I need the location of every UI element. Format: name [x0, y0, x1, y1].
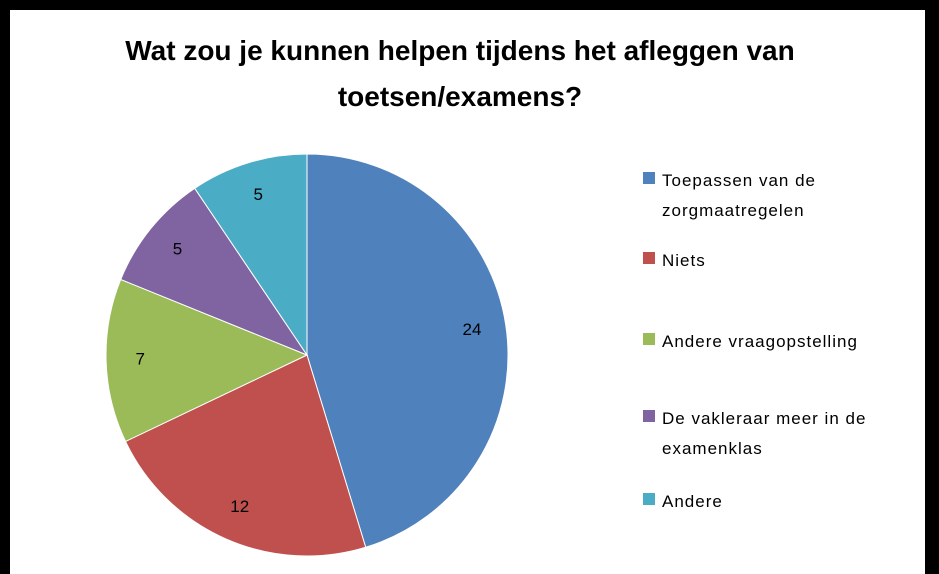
legend-swatch — [643, 493, 655, 505]
legend-label: Andere vraagopstelling — [662, 332, 858, 351]
legend-swatch — [643, 333, 655, 345]
pie-slice — [194, 153, 308, 357]
legend-item: Andere — [643, 487, 913, 517]
pie-slice — [124, 354, 367, 557]
legend-swatch — [643, 172, 655, 184]
data-label: 12 — [230, 497, 249, 516]
data-label: 5 — [173, 239, 182, 258]
chart-title: Wat zou je kunnen helpen tijdens het afl… — [125, 35, 795, 112]
legend-item: Toepassen van de zorgmaatregelen — [643, 166, 913, 226]
legend-label: Andere — [662, 492, 723, 511]
legend-item: Andere vraagopstelling — [643, 327, 913, 357]
pie-slice — [306, 153, 509, 548]
data-label: 24 — [463, 320, 482, 339]
legend-item: Niets — [643, 246, 913, 276]
legend-swatch — [643, 252, 655, 264]
legend-swatch — [643, 410, 655, 422]
legend-label: De vakleraar meer in de examenklas — [662, 409, 867, 458]
data-label: 5 — [254, 185, 263, 204]
legend-label: Toepassen van de zorgmaatregelen — [662, 171, 816, 220]
legend-label: Niets — [662, 251, 706, 270]
legend-item: De vakleraar meer in de examenklas — [643, 404, 913, 464]
pie-slice — [120, 187, 309, 357]
data-label: 7 — [136, 349, 145, 368]
pie-slice — [105, 278, 309, 443]
